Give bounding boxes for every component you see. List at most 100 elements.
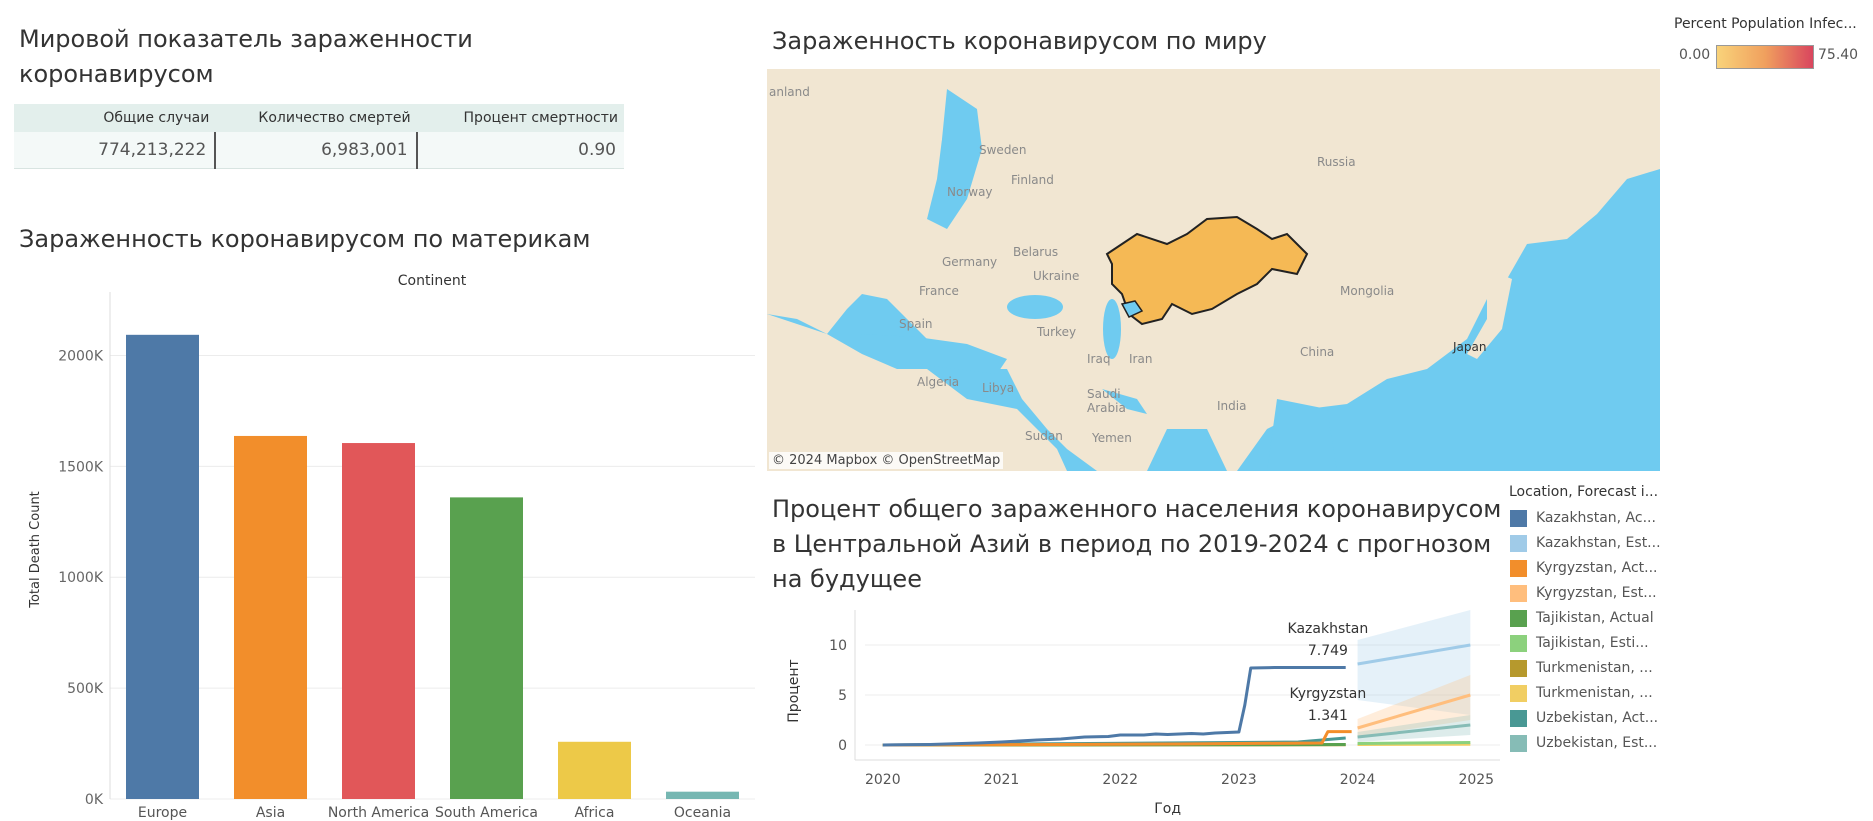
legend-swatch: [1510, 634, 1527, 652]
legend-label: Kyrgyzstan, Act...: [1536, 560, 1658, 576]
bar-y-axis-label: Total Death Count: [28, 491, 43, 609]
legend-item[interactable]: Uzbekistan, Act...: [1510, 707, 1658, 729]
map-title: Зараженность коронавирусом по миру: [772, 27, 1267, 55]
legend-swatch: [1510, 709, 1527, 727]
kpi-value-cases: 774,213,222: [14, 132, 217, 169]
bar-x-tick-label: Oceania: [674, 805, 731, 821]
map-label: France: [919, 284, 959, 298]
legend-swatch: [1510, 659, 1527, 677]
legend-swatch: [1510, 734, 1527, 752]
map-label: Libya: [982, 381, 1015, 395]
legend-item[interactable]: Tajikistan, Esti...: [1510, 632, 1649, 654]
bar-y-tick-label: 1000K: [58, 570, 104, 586]
map-label: Sudan: [1025, 429, 1063, 443]
series-line-kyrgyzstan-actual: [882, 730, 1352, 747]
kpi-value-deaths: 6,983,001: [215, 132, 418, 169]
legend-item[interactable]: Turkmenistan, ...: [1510, 657, 1653, 679]
legend-swatch: [1510, 534, 1527, 552]
map-label: Ukraine: [1033, 269, 1080, 283]
line-x-tick-label: 2025: [1458, 772, 1494, 788]
map-label: Sweden: [979, 143, 1027, 157]
line-x-tick-label: 2021: [984, 772, 1020, 788]
line-x-axis-label: Год: [1154, 801, 1181, 817]
legend-label: Uzbekistan, Est...: [1536, 735, 1658, 751]
map-attribution[interactable]: © 2024 Mapbox © OpenStreetMap: [769, 452, 1004, 469]
map-label: Germany: [942, 255, 998, 269]
bar-x-tick-label: Africa: [575, 805, 615, 821]
forecast-band: [1357, 675, 1471, 737]
color-legend-title: Percent Population Infec...: [1674, 16, 1857, 32]
series-line-uzbekistan-estimate: [1357, 723, 1471, 739]
legend-item[interactable]: Turkmenistan, ...: [1510, 682, 1653, 704]
series-line-kazakhstan-actual: [882, 666, 1346, 747]
kpi-value-death-rate: 0.90: [416, 132, 624, 169]
world-map[interactable]: anland Sweden Finland Russia Norway Germ…: [767, 69, 1660, 471]
bar-y-tick-label: 1500K: [58, 459, 104, 475]
line-y-tick-label: 0: [838, 738, 847, 754]
map-label: Turkey: [1037, 325, 1077, 339]
map-label: Iran: [1129, 352, 1153, 366]
map-label: Russia: [1317, 155, 1356, 169]
legend-item[interactable]: Kazakhstan, Ac...: [1510, 507, 1656, 529]
bar-y-tick-label: 0K: [85, 792, 104, 808]
line-y-tick-label: 10: [829, 638, 847, 654]
legend-item[interactable]: Kazakhstan, Est...: [1510, 532, 1661, 554]
bar-south-america: [450, 497, 523, 799]
legend-label: Kazakhstan, Ac...: [1536, 510, 1656, 526]
annotation-value: 1.341: [1308, 708, 1348, 724]
legend-item[interactable]: Tajikistan, Actual: [1510, 607, 1654, 629]
line-y-axis-label: Процент: [786, 659, 802, 722]
map-label: Saudi Arabia: [1087, 387, 1126, 415]
kpi-title: Мировой показатель зараженности коронави…: [19, 25, 473, 88]
bar-chart: Continent 0K 500K 1000K 1500K 2000K Total Deat…: [28, 273, 755, 821]
line-chart-title: Процент общего зараженного населения кор…: [772, 495, 1502, 593]
line-x-tick-label: 2023: [1221, 772, 1257, 788]
kpi-header-deaths: Количество смертей: [215, 104, 417, 132]
legend-label: Turkmenistan, ...: [1536, 685, 1653, 701]
annotation-value: 7.749: [1308, 643, 1348, 659]
line-x-tick-label: 2022: [1102, 772, 1138, 788]
bar-x-tick-label: North America: [328, 805, 429, 821]
kpi-header-cases: Общие случаи: [14, 104, 216, 132]
bar-chart-title: Зараженность коронавирусом по материкам: [19, 225, 591, 253]
map-label: Japan: [1453, 340, 1487, 354]
legend-label: Uzbekistan, Act...: [1536, 710, 1659, 726]
bar-chart-header: Continent: [398, 273, 467, 289]
legend-item[interactable]: Uzbekistan, Est...: [1510, 732, 1657, 754]
bar-x-tick-label: Asia: [256, 805, 285, 821]
kpi-header-death-rate: Процент смертности: [416, 104, 624, 132]
map-label: Algeria: [917, 375, 960, 389]
map-label: China: [1300, 345, 1335, 359]
bar-north-america: [342, 443, 415, 799]
map-landmass: [767, 69, 1660, 471]
series-line-tajikistan-estimate: [1357, 741, 1471, 745]
legend-swatch: [1510, 584, 1527, 602]
legend-label: Tajikistan, Esti...: [1536, 635, 1649, 651]
color-legend-ramp: [1716, 45, 1814, 69]
line-x-tick-label: 2024: [1340, 772, 1376, 788]
bar-europe: [126, 334, 199, 799]
line-x-tick-label: 2020: [865, 772, 901, 788]
legend-item[interactable]: Kyrgyzstan, Act...: [1510, 557, 1657, 579]
legend-label: Turkmenistan, ...: [1536, 660, 1653, 676]
forecast-band: [1357, 610, 1471, 715]
legend-swatch: [1510, 509, 1527, 527]
map-label: Mongolia: [1340, 284, 1395, 298]
legend-swatch: [1510, 559, 1527, 577]
color-legend-max: 75.40: [1818, 47, 1859, 63]
map-label: Yemen: [1092, 431, 1132, 445]
map-label: Iraq: [1087, 352, 1111, 366]
legend-swatch: [1510, 609, 1527, 627]
bar-asia: [234, 435, 307, 799]
series-line-kyrgyzstan-estimate: [1357, 693, 1471, 730]
line-chart: 0 5 10 2020 2021 2022 2023 2024 2025 Процент Год Ka…: [786, 610, 1500, 817]
legend-label: Tajikistan, Actual: [1536, 610, 1654, 626]
legend-item[interactable]: Kyrgyzstan, Est...: [1510, 582, 1657, 604]
legend-label: Kyrgyzstan, Est...: [1536, 585, 1657, 601]
legend-label: Kazakhstan, Est...: [1536, 535, 1661, 551]
map-label: India: [1217, 399, 1247, 413]
map-label: Norway: [947, 185, 993, 199]
bar-y-tick-label: 500K: [67, 681, 104, 697]
line-y-tick-label: 5: [838, 688, 847, 704]
annotation-label: Kazakhstan: [1288, 621, 1369, 637]
